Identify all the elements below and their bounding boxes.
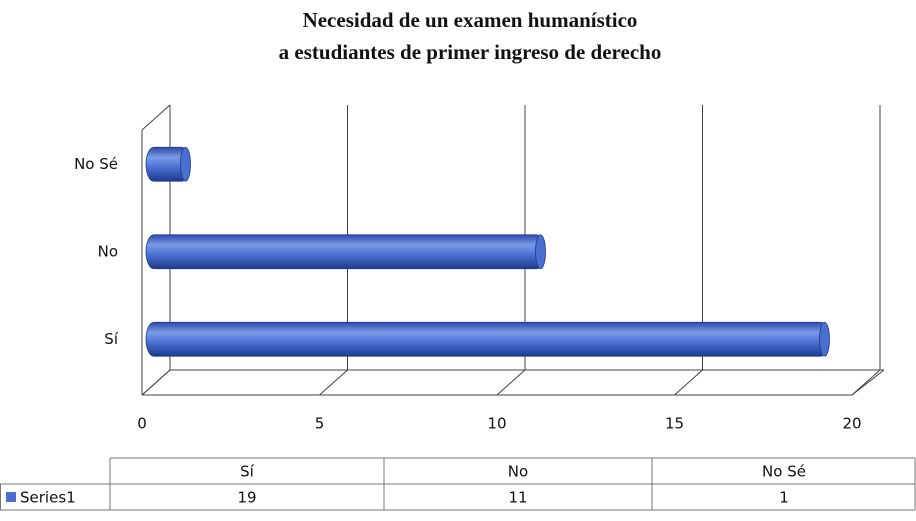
bar-cap	[535, 234, 546, 270]
floor-grid-line	[319, 369, 348, 396]
y-tick-label: No	[98, 242, 118, 260]
bar	[145, 234, 545, 270]
floor-grid-line	[674, 369, 703, 396]
bar-cap	[819, 321, 830, 357]
bar-cap	[180, 146, 191, 182]
y-tick-label: Sí	[104, 330, 119, 348]
table-header: No Sé	[762, 463, 806, 481]
floor-grid-line	[496, 369, 526, 396]
floor-grid-line	[141, 369, 171, 396]
legend-key	[6, 492, 16, 502]
chart-title: Necesidad de un examen humanístico	[303, 8, 638, 32]
chart-subtitle: a estudiantes de primer ingreso de derec…	[279, 40, 662, 64]
table-value: 1	[779, 489, 789, 507]
legend-label: Series1	[20, 489, 76, 507]
x-tick-label: 5	[315, 415, 325, 433]
table-value: 19	[237, 489, 256, 507]
bar	[145, 321, 829, 357]
floor-grid-line	[851, 369, 881, 396]
x-tick-label: 0	[137, 415, 147, 433]
y-tick-label: No Sé	[74, 155, 118, 173]
x-tick-label: 15	[665, 415, 684, 433]
table-header: No	[508, 463, 528, 481]
x-tick-label: 20	[842, 415, 861, 433]
table-header: Sí	[240, 463, 255, 481]
floor-edge	[142, 369, 885, 396]
back-wall-edge	[141, 104, 171, 395]
x-tick-label: 10	[487, 415, 506, 433]
table-value: 11	[508, 489, 527, 507]
